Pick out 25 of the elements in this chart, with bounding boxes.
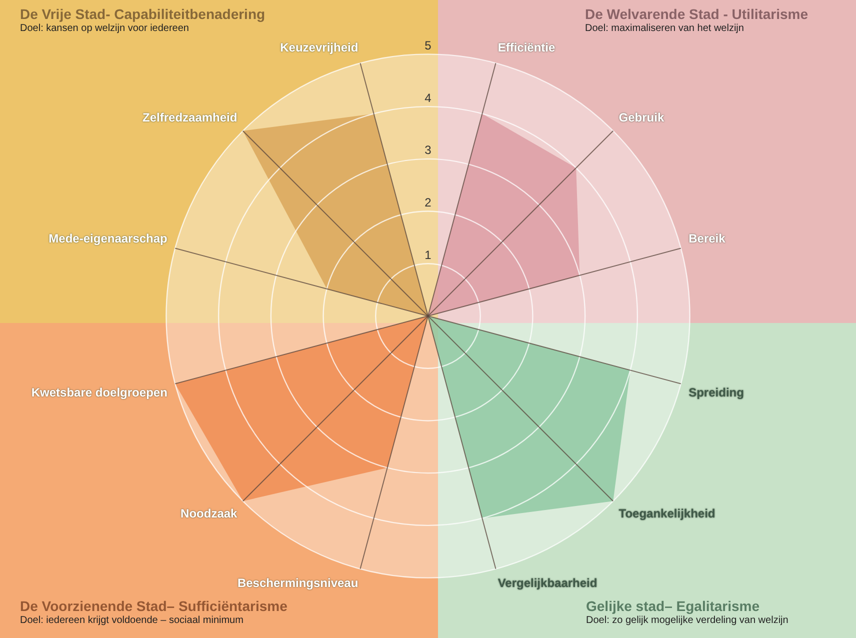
y-tick-label: 4	[424, 90, 432, 105]
text: De Voorzienende Stad– Sufficiëntarisme	[20, 598, 288, 614]
spoke-label: Vergelijkbaarheid	[498, 576, 598, 590]
spoke-label: Kwetsbare doelgroepen	[31, 385, 168, 400]
spoke-label: Beschermingsniveau	[237, 576, 358, 590]
spoke-label: Mede-eigenaarschap	[48, 231, 168, 246]
y-tick-label: 2	[424, 196, 432, 210]
y-tick-label: 3	[424, 143, 432, 158]
text: De Vrije Stad- Capabiliteitbenadering	[20, 6, 266, 22]
spoke-label: Toegankelijkheid	[618, 506, 716, 520]
text: De Welvarende Stad - Utilitarisme	[585, 6, 808, 22]
text: Doel: kansen op welzijn voor iedereen	[20, 23, 190, 34]
spoke-label: Efficiëntie	[498, 40, 556, 55]
y-tick-label: 5	[424, 38, 432, 53]
text: Doel: maximaliseren van het welzijn	[585, 23, 745, 34]
spoke-label: Gebruik	[618, 110, 664, 124]
spoke-label: Keuzevrijheid	[280, 40, 358, 55]
text: Doel: zo gelijk mogelijke verdeling van welzijn	[586, 615, 788, 626]
spoke-label: Zelfredzaamheid	[142, 110, 238, 124]
text: Doel: iedereen krijgt voldoende – sociaal minimum	[20, 615, 244, 626]
spoke-label: Noodzaak	[180, 506, 238, 520]
spoke-label: Spreiding	[688, 385, 744, 400]
y-tick-label: 1	[424, 248, 432, 262]
text: Gelijke stad– Egalitarisme	[586, 598, 761, 614]
spoke-label: Bereik	[688, 231, 726, 246]
